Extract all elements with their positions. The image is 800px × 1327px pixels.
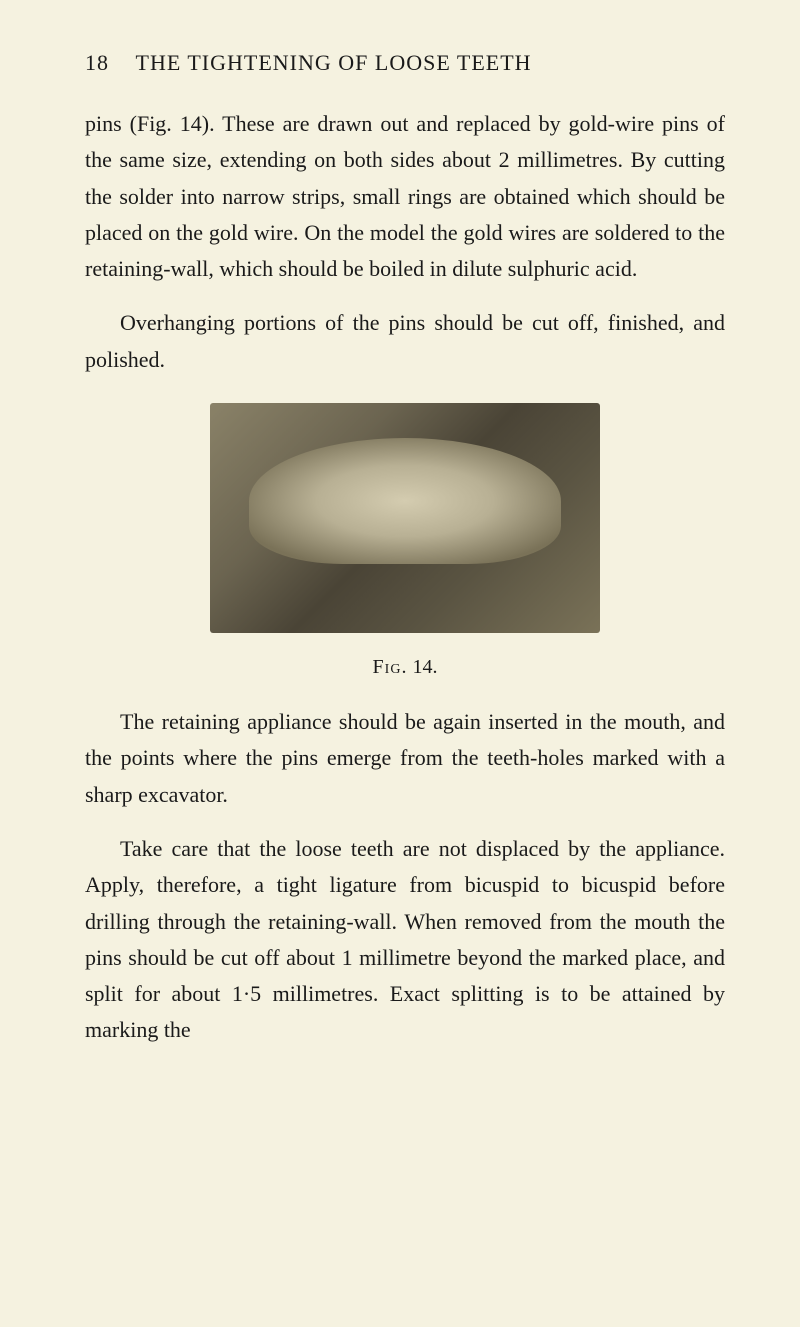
figure-container: Fig. 14. bbox=[85, 403, 725, 679]
figure-caption-number: 14. bbox=[412, 656, 437, 678]
paragraph-4: Take care that the loose teeth are not d… bbox=[85, 831, 725, 1049]
paragraph-3: The retaining appliance should be again … bbox=[85, 704, 725, 813]
figure-image bbox=[210, 403, 600, 633]
page-header: 18 THE TIGHTENING OF LOOSE TEETH bbox=[85, 50, 725, 76]
running-title: THE TIGHTENING OF LOOSE TEETH bbox=[136, 50, 532, 76]
paragraph-1: pins (Fig. 14). These are drawn out and … bbox=[85, 106, 725, 287]
paragraph-2: Overhanging portions of the pins should … bbox=[85, 305, 725, 378]
figure-caption: Fig. 14. bbox=[85, 656, 725, 679]
page-number: 18 bbox=[85, 50, 109, 76]
figure-caption-prefix: Fig. bbox=[373, 656, 408, 678]
